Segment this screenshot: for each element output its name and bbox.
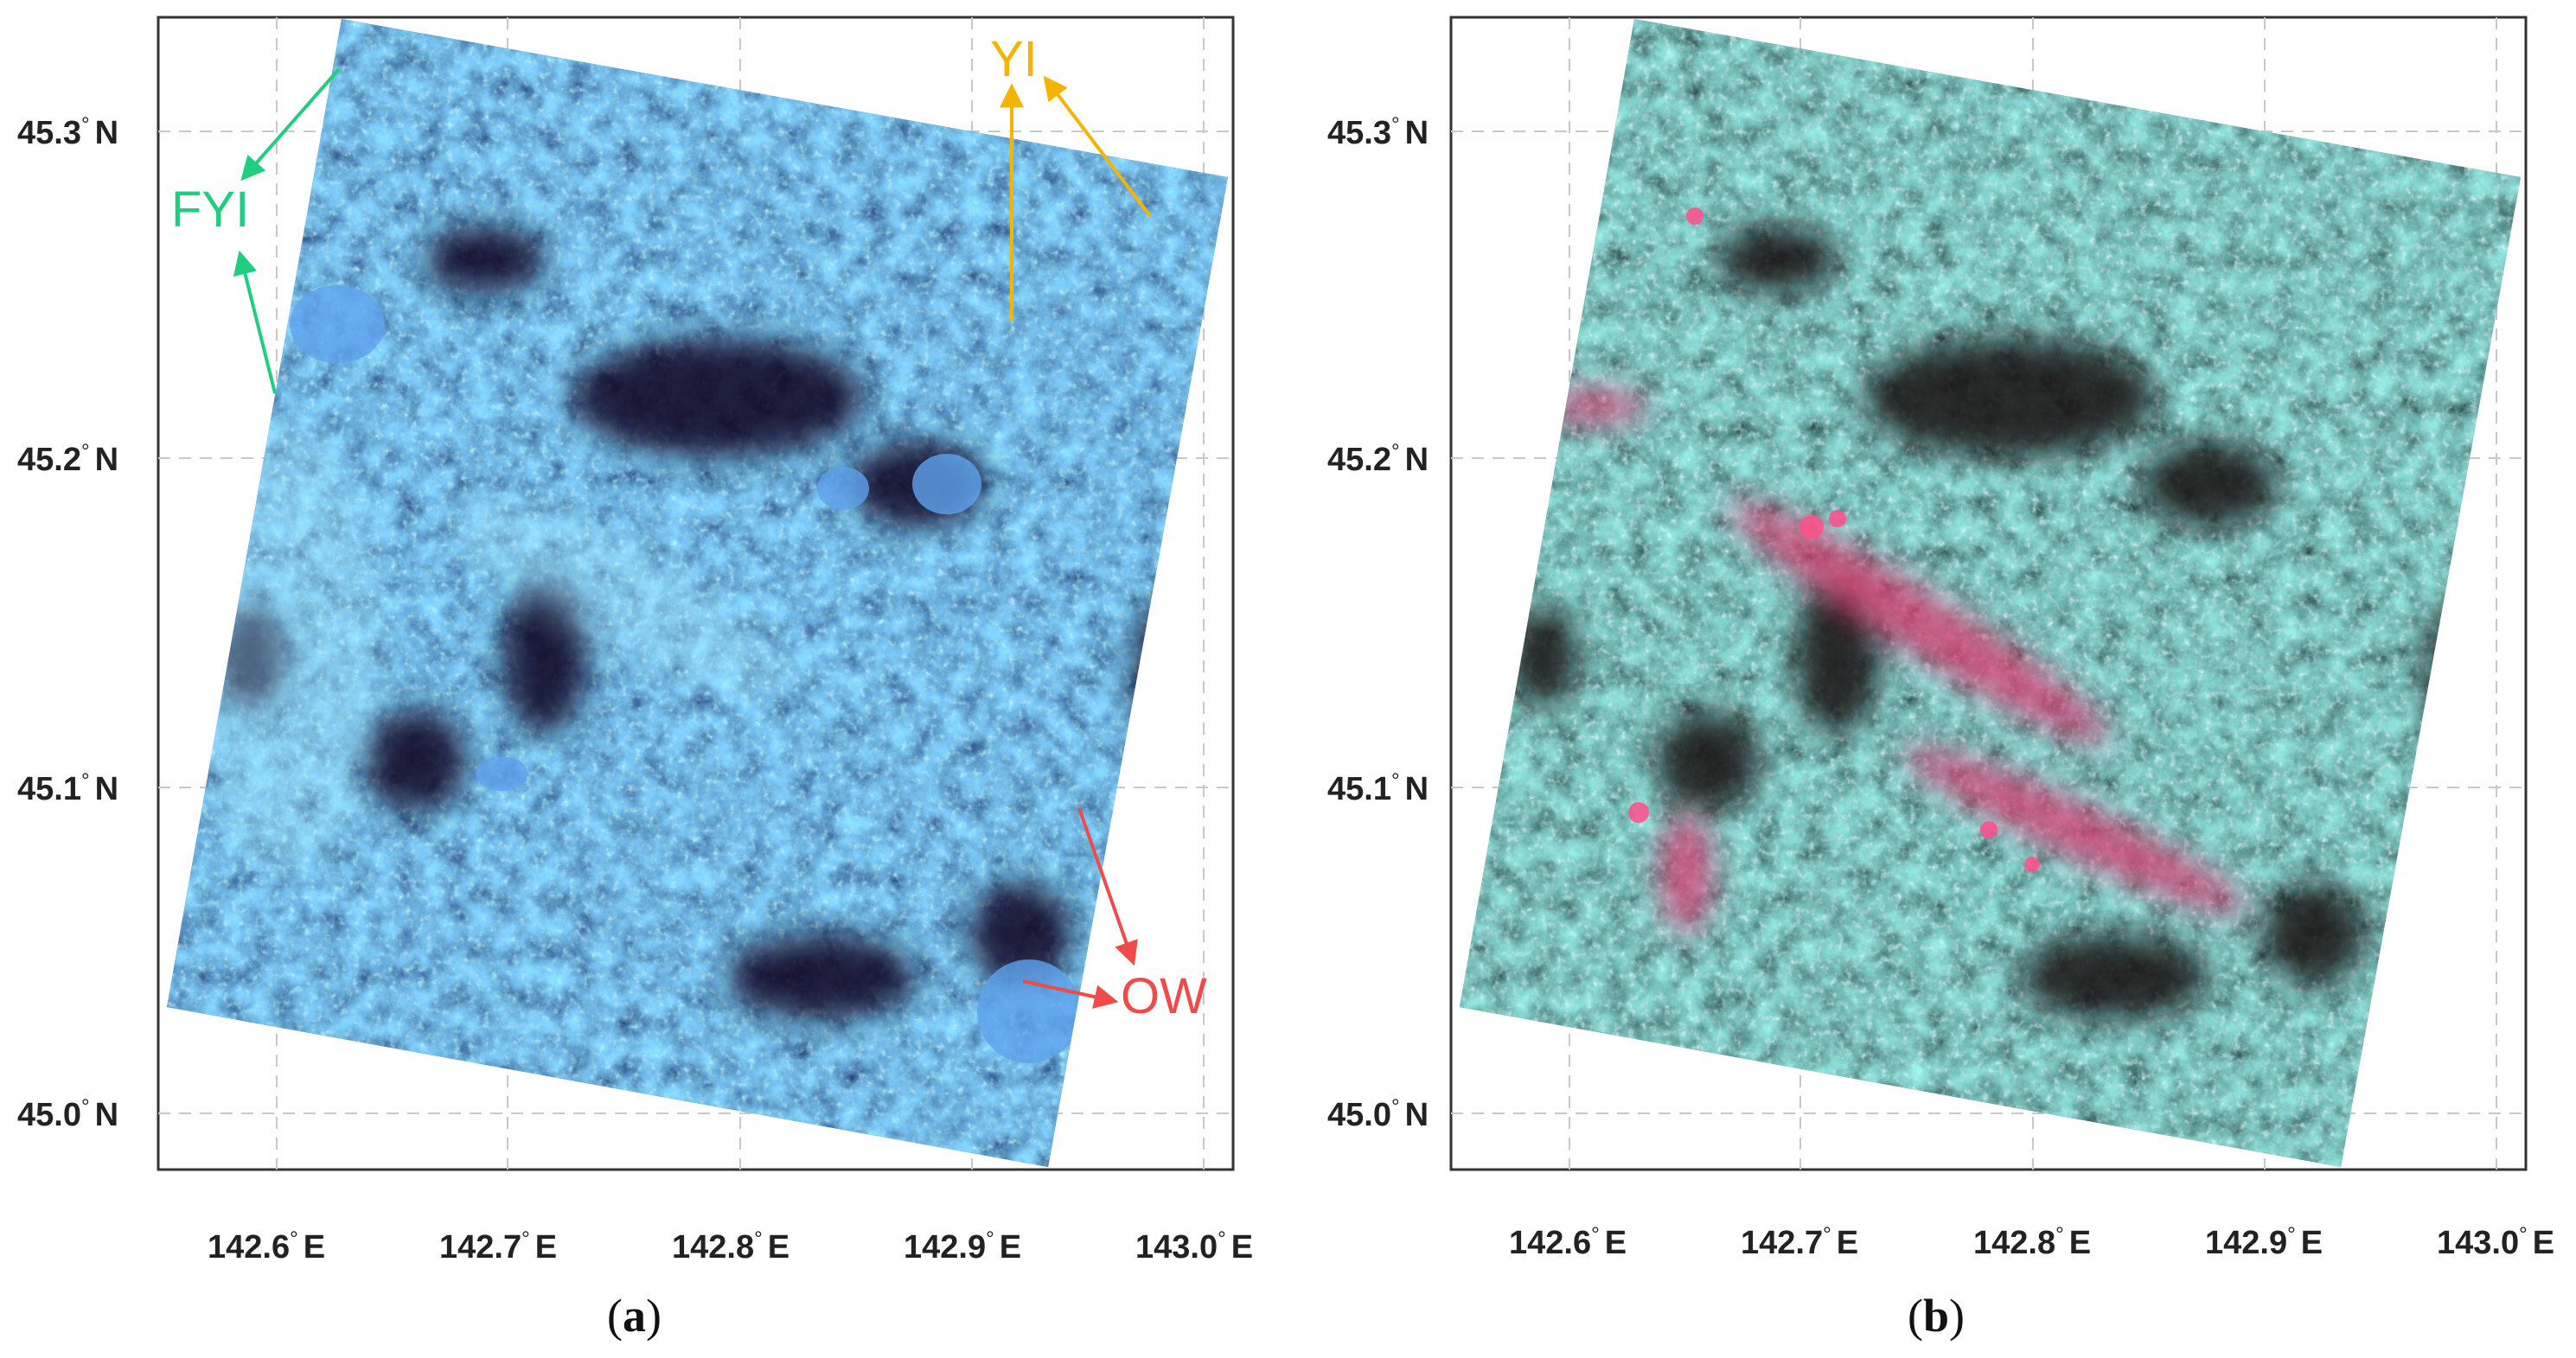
ow-label: OW	[1121, 968, 1207, 1024]
lon-label: 142.9° E	[904, 1227, 1021, 1266]
lat-label: 45.1° N	[17, 769, 118, 807]
annotation-ow: OW	[1022, 807, 1207, 1024]
panel-a	[157, 16, 1235, 1171]
caption-a: (a)	[607, 1290, 662, 1342]
lat-label: 45.3° N	[17, 113, 118, 151]
ow-arrow	[1077, 807, 1138, 966]
satellite-image-a	[167, 19, 1228, 1167]
caption-b: (b)	[1908, 1290, 1965, 1342]
lat-label: 45.0° N	[1327, 1095, 1429, 1133]
fyi-arrow	[233, 250, 277, 394]
fyi-label: FYI	[171, 182, 249, 238]
lat-label: 45.2° N	[17, 440, 118, 478]
satellite-image-b	[1460, 19, 2521, 1167]
annotation-yi: YI	[990, 31, 1152, 322]
panel-b-lat-labels: 45.3° N 45.2° N 45.1° N 45.0° N	[1327, 113, 1429, 1133]
yi-label: YI	[990, 31, 1038, 87]
lon-label: 143.0° E	[2437, 1223, 2554, 1261]
lon-label: 142.6° E	[208, 1227, 325, 1266]
annotation-fyi: FYI	[171, 67, 341, 394]
lon-label: 142.8° E	[672, 1227, 789, 1266]
lat-label: 45.3° N	[1327, 113, 1429, 151]
panel-b-frame	[1449, 16, 2528, 1171]
lon-label: 142.9° E	[2205, 1223, 2323, 1261]
panel-b	[1449, 16, 2528, 1171]
panel-a-lon-labels: 142.6° E 142.7° E 142.8° E 142.9° E 143.0° E	[208, 1227, 1253, 1266]
lon-label: 142.7° E	[1741, 1223, 1858, 1261]
lon-label: 142.6° E	[1509, 1223, 1627, 1261]
yi-arrow	[1043, 75, 1152, 218]
fyi-arrow	[240, 67, 341, 182]
panel-a-lat-labels: 45.3° N 45.2° N 45.1° N 45.0° N	[17, 113, 118, 1133]
lat-label: 45.1° N	[1327, 769, 1429, 807]
lat-label: 45.0° N	[17, 1095, 118, 1133]
ow-arrow	[1022, 979, 1119, 1009]
panel-a-frame	[157, 16, 1235, 1171]
lon-label: 142.8° E	[1973, 1223, 2091, 1261]
lon-label: 143.0° E	[1135, 1227, 1253, 1266]
lon-label: 142.7° E	[439, 1227, 557, 1266]
lat-label: 45.2° N	[1327, 440, 1429, 478]
panel-b-lon-labels: 142.6° E 142.7° E 142.8° E 142.9° E 143.0° E	[1509, 1223, 2554, 1261]
